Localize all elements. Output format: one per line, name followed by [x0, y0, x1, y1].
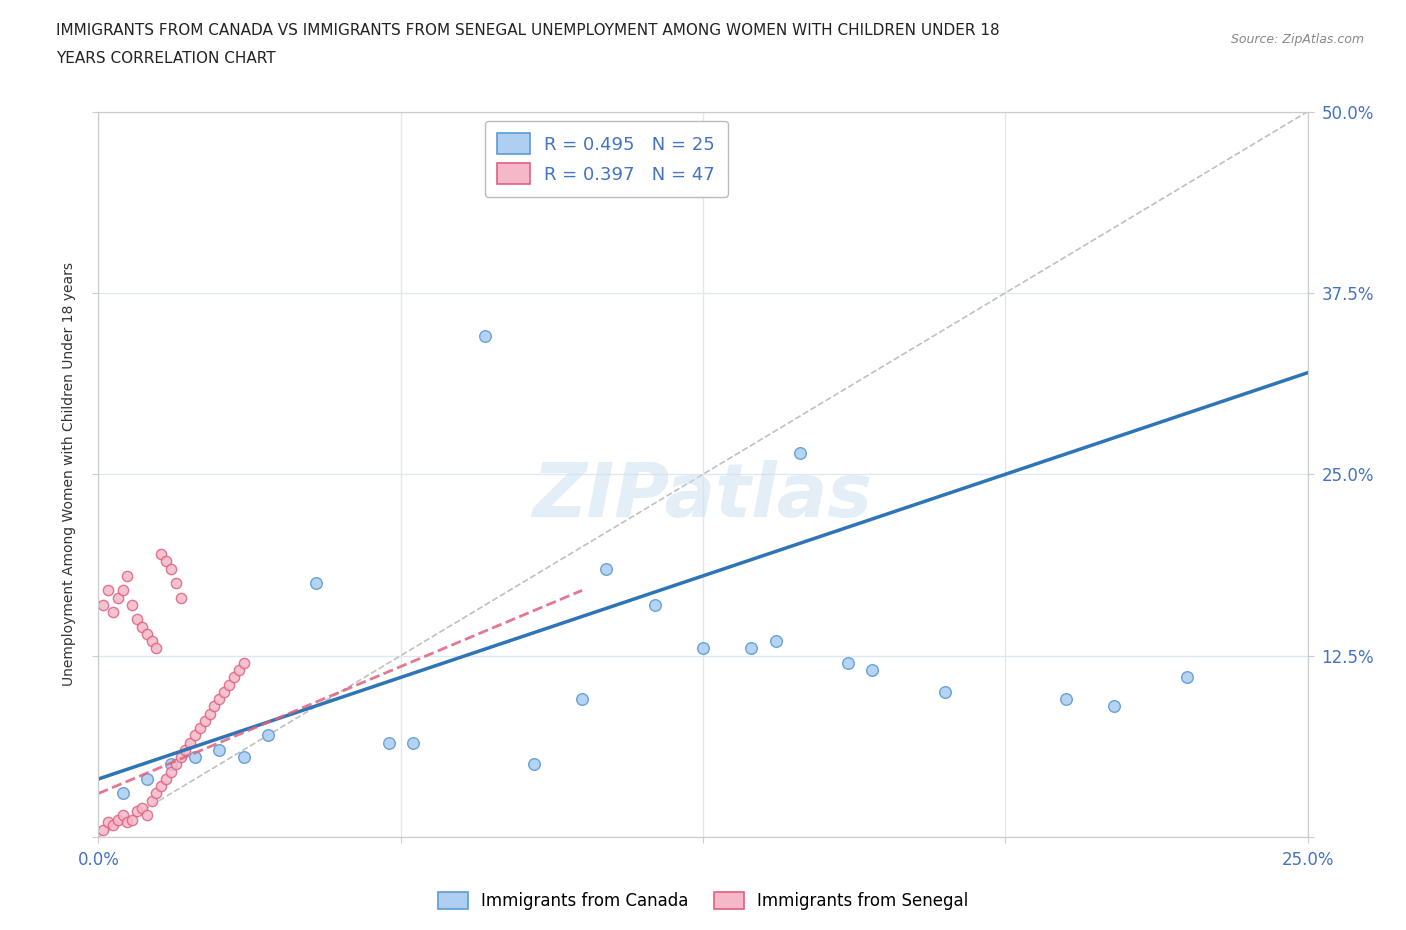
Point — [169, 750, 191, 764]
Point — [111, 583, 134, 598]
Point — [160, 757, 183, 772]
Point — [222, 670, 245, 684]
Point — [228, 663, 250, 678]
Point — [204, 699, 226, 714]
Point — [135, 772, 157, 787]
Point — [218, 677, 240, 692]
Point — [1054, 692, 1077, 707]
Text: YEARS CORRELATION CHART: YEARS CORRELATION CHART — [56, 51, 276, 66]
Point — [377, 736, 399, 751]
Point — [571, 692, 593, 707]
Point — [208, 742, 231, 757]
Point — [121, 597, 143, 612]
Point — [135, 808, 157, 823]
Y-axis label: Unemployment Among Women with Children Under 18 years: Unemployment Among Women with Children U… — [62, 262, 76, 686]
Point — [101, 818, 124, 833]
Point — [160, 764, 183, 779]
Legend: R = 0.495   N = 25, R = 0.397   N = 47: R = 0.495 N = 25, R = 0.397 N = 47 — [485, 121, 728, 196]
Text: ZIPatlas: ZIPatlas — [533, 459, 873, 533]
Point — [184, 750, 207, 764]
Point — [155, 554, 177, 569]
Point — [1175, 670, 1198, 684]
Point — [179, 736, 201, 751]
Point — [117, 815, 139, 830]
Point — [141, 793, 163, 808]
Point — [198, 706, 221, 721]
Point — [232, 750, 254, 764]
Point — [127, 804, 149, 818]
Point — [141, 633, 163, 648]
Point — [740, 641, 762, 656]
Point — [117, 568, 139, 583]
Point — [150, 547, 173, 562]
Point — [692, 641, 714, 656]
Point — [131, 619, 153, 634]
Point — [208, 692, 231, 707]
Point — [97, 583, 120, 598]
Point — [232, 656, 254, 671]
Point — [91, 597, 114, 612]
Point — [474, 329, 496, 344]
Point — [934, 684, 956, 699]
Point — [101, 604, 124, 619]
Point — [194, 713, 217, 728]
Point — [127, 612, 149, 627]
Point — [111, 808, 134, 823]
Point — [402, 736, 425, 751]
Point — [165, 576, 187, 591]
Point — [860, 663, 883, 678]
Point — [150, 778, 173, 793]
Point — [184, 728, 207, 743]
Legend: Immigrants from Canada, Immigrants from Senegal: Immigrants from Canada, Immigrants from … — [432, 885, 974, 917]
Point — [145, 641, 167, 656]
Point — [91, 822, 114, 837]
Text: Source: ZipAtlas.com: Source: ZipAtlas.com — [1230, 33, 1364, 46]
Point — [155, 772, 177, 787]
Point — [644, 597, 666, 612]
Point — [97, 815, 120, 830]
Point — [107, 591, 129, 605]
Point — [789, 445, 811, 460]
Point — [107, 812, 129, 827]
Point — [135, 627, 157, 642]
Point — [256, 728, 278, 743]
Point — [145, 786, 167, 801]
Point — [165, 757, 187, 772]
Point — [212, 684, 235, 699]
Point — [595, 561, 617, 576]
Text: IMMIGRANTS FROM CANADA VS IMMIGRANTS FROM SENEGAL UNEMPLOYMENT AMONG WOMEN WITH : IMMIGRANTS FROM CANADA VS IMMIGRANTS FRO… — [56, 23, 1000, 38]
Point — [131, 801, 153, 816]
Point — [160, 561, 183, 576]
Point — [111, 786, 134, 801]
Point — [765, 633, 787, 648]
Point — [188, 721, 211, 736]
Point — [305, 576, 328, 591]
Point — [174, 742, 197, 757]
Point — [1102, 699, 1125, 714]
Point — [121, 812, 143, 827]
Point — [523, 757, 546, 772]
Point — [169, 591, 191, 605]
Point — [837, 656, 859, 671]
